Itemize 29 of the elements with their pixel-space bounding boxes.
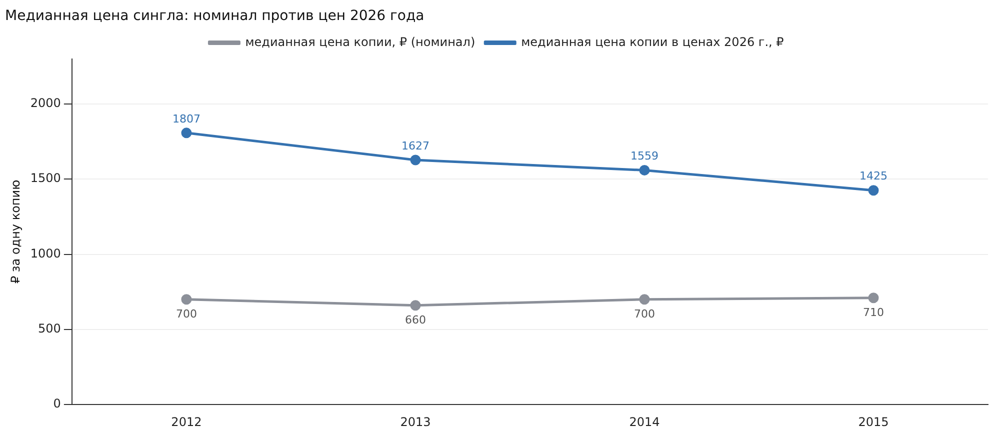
data-label: 660 — [404, 314, 426, 327]
data-label: 1807 — [172, 112, 200, 126]
legend-label: медианная цена копии, ₽ (номинал) — [245, 34, 476, 49]
point — [181, 294, 192, 305]
x-tick-label: 2014 — [629, 414, 660, 429]
y-tick-label: 0 — [53, 396, 61, 411]
point — [639, 164, 650, 176]
data-label: 1559 — [630, 150, 658, 163]
data-label: 700 — [176, 308, 197, 321]
point — [181, 128, 192, 138]
legend-label: медианная цена копии в ценах 2026 г., ₽ — [521, 34, 784, 49]
y-axis-title: ₽ за одну копию — [8, 180, 22, 284]
x-tick-label: 2013 — [400, 414, 431, 429]
y-tick-label: 500 — [38, 322, 61, 336]
data-label: 710 — [862, 306, 884, 320]
point — [868, 185, 879, 196]
point — [868, 292, 879, 304]
chart-title: Медианная цена сингла: номинал против цен 2026 года — [5, 8, 424, 24]
point — [410, 154, 421, 166]
data-label: 1425 — [859, 170, 888, 183]
data-label: 700 — [634, 308, 655, 321]
x-tick-label: 2015 — [858, 414, 889, 429]
point — [410, 300, 421, 311]
x-tick-label: 2012 — [171, 414, 202, 429]
point — [639, 294, 650, 305]
y-tick-label: 1000 — [30, 246, 61, 260]
y-tick-label: 2000 — [30, 96, 61, 110]
y-tick-label: 1500 — [30, 171, 61, 186]
data-label: 1627 — [401, 139, 430, 152]
